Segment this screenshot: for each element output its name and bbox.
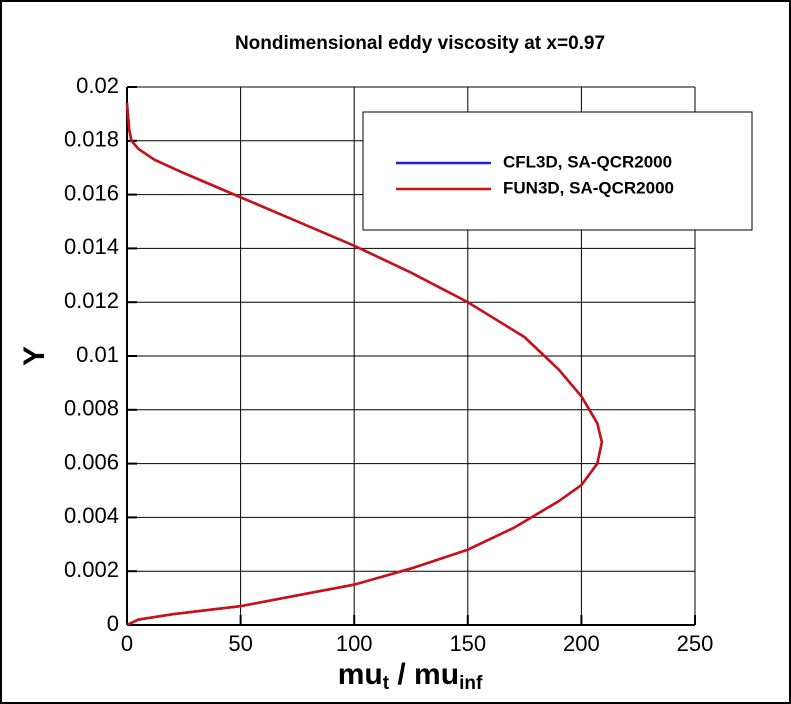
x-axis-label: mut / muinf — [338, 658, 483, 694]
y-tick-label: 0.018 — [64, 127, 119, 152]
y-tick-label: 0.01 — [76, 342, 119, 367]
x-tick-label: 100 — [336, 631, 373, 656]
chart-title: Nondimensional eddy viscosity at x=0.97 — [235, 33, 605, 54]
y-tick-label: 0.014 — [64, 234, 119, 259]
y-tick-label: 0.002 — [64, 557, 119, 582]
x-tick-label: 50 — [228, 631, 252, 656]
x-label-sub: t — [383, 673, 390, 694]
x-tick-label: 0 — [121, 631, 133, 656]
y-tick-label: 0 — [107, 611, 119, 636]
legend-box — [362, 111, 753, 231]
y-tick-label: 0.016 — [64, 180, 119, 205]
series-line — [125, 103, 604, 627]
y-tick-label: 0.004 — [64, 503, 119, 528]
y-tick-label: 0.006 — [64, 449, 119, 474]
x-tick-label: 200 — [563, 631, 600, 656]
x-label-part: mu — [338, 658, 383, 691]
y-tick-label: 0.02 — [76, 73, 119, 98]
x-label-part: / mu — [389, 658, 459, 691]
legend-label: CFL3D, SA-QCR2000 — [503, 152, 672, 171]
y-tick-label: 0.008 — [64, 396, 119, 421]
y-axis-label: Y — [18, 346, 51, 366]
x-tick-label: 150 — [449, 631, 486, 656]
x-tick-label: 250 — [677, 631, 714, 656]
legend-label: FUN3D, SA-QCR2000 — [503, 178, 674, 197]
y-tick-label: 0.012 — [64, 288, 119, 313]
x-label-sub: inf — [459, 673, 483, 694]
